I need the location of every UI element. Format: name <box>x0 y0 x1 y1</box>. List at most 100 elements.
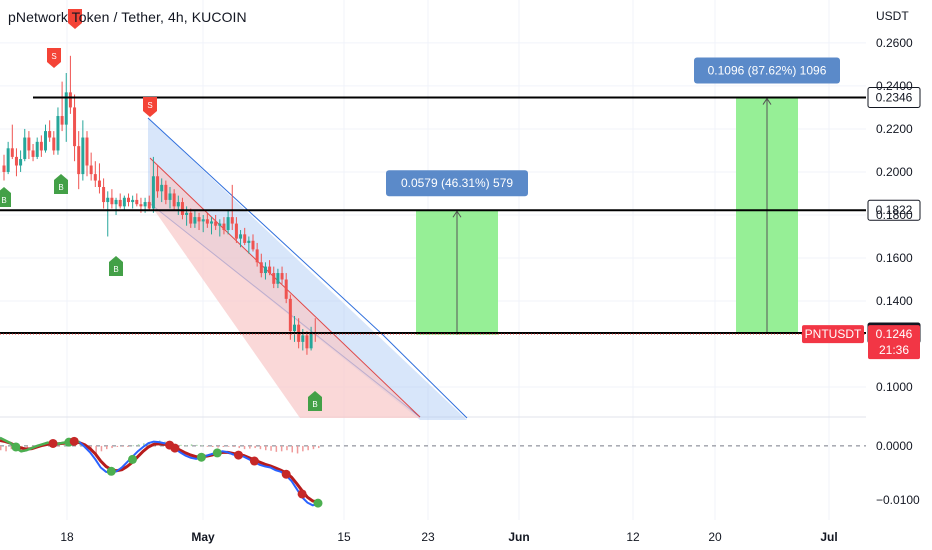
candle-body <box>10 148 14 157</box>
candle-body <box>151 176 155 209</box>
osc-histogram-bar <box>106 445 108 450</box>
candle-body <box>268 266 272 274</box>
candle-body <box>131 199 135 203</box>
candle-body <box>251 240 255 250</box>
osc-cross-dot <box>106 466 116 476</box>
candle-body <box>106 197 110 203</box>
candle-body <box>305 335 309 349</box>
candle-body <box>239 234 243 239</box>
candle-body <box>73 107 77 147</box>
candle-body <box>19 159 23 166</box>
osc-histogram-bar <box>26 445 28 448</box>
level-price-label: 0.1822 <box>876 203 913 217</box>
osc-cross-dot <box>212 448 222 458</box>
candle-body <box>14 156 18 166</box>
osc-histogram-bar <box>227 445 230 447</box>
osc-histogram-bar <box>222 445 225 447</box>
channel-upper-line-ext <box>381 333 468 419</box>
time-tick-label: 18 <box>60 530 74 544</box>
candle-body <box>35 141 39 157</box>
buy-marker-label: B <box>312 400 317 409</box>
osc-cross-dot <box>249 456 259 466</box>
osc-histogram-bar <box>116 445 119 447</box>
osc-cross-dot <box>11 442 21 452</box>
symbol-tag <box>802 325 864 344</box>
channel-blue-fill <box>148 118 467 420</box>
candle-body <box>226 217 230 231</box>
osc-histogram-bar <box>238 445 240 449</box>
macd-oscillator <box>0 436 866 508</box>
osc-histogram-bar <box>132 445 134 447</box>
osc-histogram-bar <box>137 444 140 446</box>
candle-body <box>6 148 10 172</box>
price-tick-label: 0.2400 <box>876 79 913 93</box>
candle-body <box>243 234 247 243</box>
osc-histogram-bar <box>127 445 129 447</box>
candle-body <box>234 223 238 239</box>
osc-histogram-bar <box>201 445 203 447</box>
candle-body <box>263 266 267 274</box>
osc-histogram-bar <box>254 445 256 449</box>
candle-body <box>210 221 213 224</box>
sell-marker <box>143 97 157 117</box>
osc-cross-dot <box>48 438 58 448</box>
candle-body <box>185 212 189 215</box>
buy-marker-label: B <box>58 183 63 192</box>
candle-body <box>205 219 209 224</box>
candle-body <box>214 221 218 226</box>
osc-histogram-bar <box>185 445 187 447</box>
candle-body <box>23 137 27 160</box>
price-tick-label: 0.1800 <box>876 208 913 222</box>
osc-histogram-bar <box>275 445 278 452</box>
osc-histogram-bar <box>259 445 262 450</box>
chart-axes: 0.2600 0.2400 0.2200 0.2000 0.1800 0.1600 0.14… <box>60 36 920 544</box>
candle-body <box>102 187 106 203</box>
osc-histogram-bar <box>0 445 2 451</box>
buy-marker <box>0 187 11 207</box>
candle-body <box>122 197 126 207</box>
osc-histogram-bar <box>270 445 272 451</box>
osc-cross-dot <box>128 454 137 464</box>
target-label-bg <box>386 170 528 197</box>
buy-marker <box>54 174 68 194</box>
osc-histogram-bar <box>212 445 214 447</box>
candle-body <box>110 197 114 205</box>
candle-body <box>222 223 226 231</box>
candle-body <box>201 219 205 222</box>
osc-histogram-bar <box>249 445 251 449</box>
level-price-label: 0.2346 <box>876 91 913 105</box>
price-tick-label: 0.2200 <box>876 122 913 136</box>
osc-cross-dot <box>313 498 323 508</box>
candle-body <box>27 137 31 151</box>
sell-marker-label: S <box>51 52 56 61</box>
osc-histogram-bar <box>21 445 23 447</box>
candlestick-series <box>2 55 317 355</box>
osc-histogram-bar <box>312 445 315 450</box>
candle-body <box>56 116 60 151</box>
countdown-label: 21:36 <box>879 343 909 357</box>
osc-cross-dot <box>170 443 180 453</box>
osc-histogram-bar <box>217 445 219 448</box>
last-price-tag <box>868 325 920 360</box>
candle-body <box>180 202 184 215</box>
osc-histogram-bar <box>265 445 267 451</box>
candle-body <box>44 131 47 151</box>
candle-body <box>64 92 68 125</box>
level-price-tag <box>867 199 921 221</box>
buy-sell-signals: S S B B B B <box>0 9 322 411</box>
candle-body <box>284 279 288 299</box>
candle-body <box>48 131 52 138</box>
candle-body <box>127 197 130 203</box>
target-label: 0.0579 (46.31%) 579 <box>401 176 513 190</box>
buy-marker <box>308 391 322 411</box>
candle-body <box>189 212 193 224</box>
symbol-tag-label: PNTUSDT <box>805 327 862 341</box>
candle-body <box>309 333 313 349</box>
candle-body <box>2 165 6 172</box>
candle-body <box>197 217 201 222</box>
price-range-targets[interactable]: 0.0579 (46.31%) 579 0.1096 (87.62%) 1096 <box>386 57 840 335</box>
candle-body <box>293 324 296 332</box>
osc-cross-dot <box>69 436 79 446</box>
